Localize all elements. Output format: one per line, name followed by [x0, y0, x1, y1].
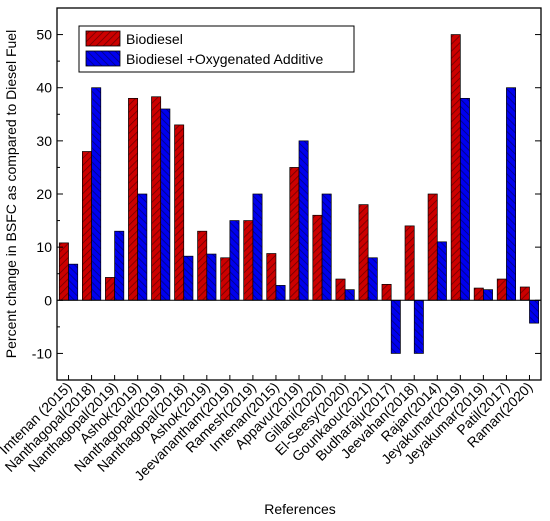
bar-oxygenated-9 — [275, 285, 286, 301]
bar-oxygenated-13 — [367, 257, 378, 301]
bar-oxygenated-8 — [252, 193, 263, 301]
bar-biodiesel-4 — [151, 96, 162, 301]
bar-oxygenated-15 — [413, 299, 424, 354]
bar-oxygenated-16 — [436, 241, 447, 301]
bar-oxygenated-14 — [390, 299, 401, 354]
bars-layer — [58, 34, 540, 354]
bar-oxygenated-18 — [483, 289, 493, 301]
bar-biodiesel-6 — [197, 230, 208, 301]
bar-oxygenated-6 — [206, 253, 217, 301]
bar-biodiesel-8 — [243, 220, 254, 301]
bar-biodiesel-3 — [128, 97, 139, 301]
legend: Biodiesel Biodiesel +Oxygenated Additive — [78, 25, 355, 73]
x-axis: Imtenan (2015)Nanthagopal(2018)Nanthagop… — [0, 375, 536, 484]
bar-oxygenated-20 — [529, 299, 540, 324]
y-tick-label: 0 — [44, 292, 52, 308]
y-tick-label: 10 — [36, 239, 52, 255]
bar-biodiesel-1 — [81, 151, 92, 301]
bar-biodiesel-20 — [519, 286, 530, 301]
bar-oxygenated-3 — [137, 193, 148, 301]
bar-oxygenated-7 — [229, 220, 240, 301]
bar-biodiesel-5 — [174, 124, 185, 301]
y-axis-title: Percent change in BSFC as compared to Di… — [3, 30, 19, 358]
bar-biodiesel-0 — [58, 242, 69, 301]
y-tick-label: 30 — [36, 133, 52, 149]
legend-box — [78, 25, 355, 73]
y-tick-label: 40 — [36, 80, 52, 96]
bar-oxygenated-2 — [114, 230, 125, 301]
bar-oxygenated-12 — [344, 289, 355, 301]
y-tick-label: -10 — [32, 345, 52, 361]
y-tick-label: 50 — [36, 27, 52, 43]
bar-oxygenated-11 — [321, 193, 332, 301]
bar-biodiesel-13 — [358, 204, 369, 301]
y-axis: -10 0 10 20 30 40 50 — [32, 7, 541, 381]
bar-biodiesel-17 — [450, 34, 461, 301]
legend-swatch-biodiesel — [85, 30, 121, 47]
legend-label-biodiesel: Biodiesel — [126, 31, 183, 47]
bar-biodiesel-10 — [289, 167, 300, 301]
bar-oxygenated-19 — [506, 87, 516, 301]
bar-biodiesel-7 — [220, 257, 231, 301]
bar-biodiesel-14 — [381, 283, 392, 301]
x-axis-title: References — [264, 501, 336, 517]
bar-oxygenated-4 — [160, 108, 171, 301]
bar-oxygenated-5 — [183, 255, 194, 301]
bar-biodiesel-2 — [105, 277, 115, 301]
y-tick-label: 20 — [36, 186, 52, 202]
bar-biodiesel-12 — [335, 278, 346, 301]
bar-biodiesel-18 — [473, 287, 484, 301]
bar-biodiesel-15 — [404, 225, 415, 301]
legend-label-oxygenated: Biodiesel +Oxygenated Additive — [126, 51, 324, 67]
bar-biodiesel-16 — [427, 193, 438, 301]
bar-biodiesel-19 — [496, 278, 507, 301]
bar-biodiesel-11 — [312, 214, 323, 301]
bar-biodiesel-9 — [266, 253, 277, 301]
legend-swatch-oxygenated — [85, 50, 121, 67]
bar-oxygenated-17 — [459, 97, 470, 301]
bar-oxygenated-0 — [68, 263, 79, 301]
bar-oxygenated-1 — [91, 87, 102, 301]
bar-oxygenated-10 — [298, 140, 309, 301]
